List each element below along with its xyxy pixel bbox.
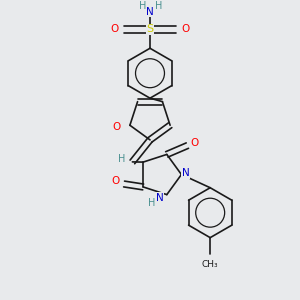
Text: O: O (111, 24, 119, 34)
Text: O: O (112, 122, 121, 132)
Text: O: O (190, 138, 199, 148)
Text: S: S (146, 24, 154, 34)
Text: N: N (146, 7, 154, 16)
Text: H: H (155, 1, 163, 11)
Text: CH₃: CH₃ (202, 260, 218, 269)
Text: O: O (181, 24, 189, 34)
Text: H: H (139, 1, 146, 11)
Text: O: O (111, 176, 119, 186)
Text: H: H (148, 198, 155, 208)
Text: N: N (156, 193, 163, 202)
Text: H: H (118, 154, 126, 164)
Text: N: N (182, 168, 190, 178)
